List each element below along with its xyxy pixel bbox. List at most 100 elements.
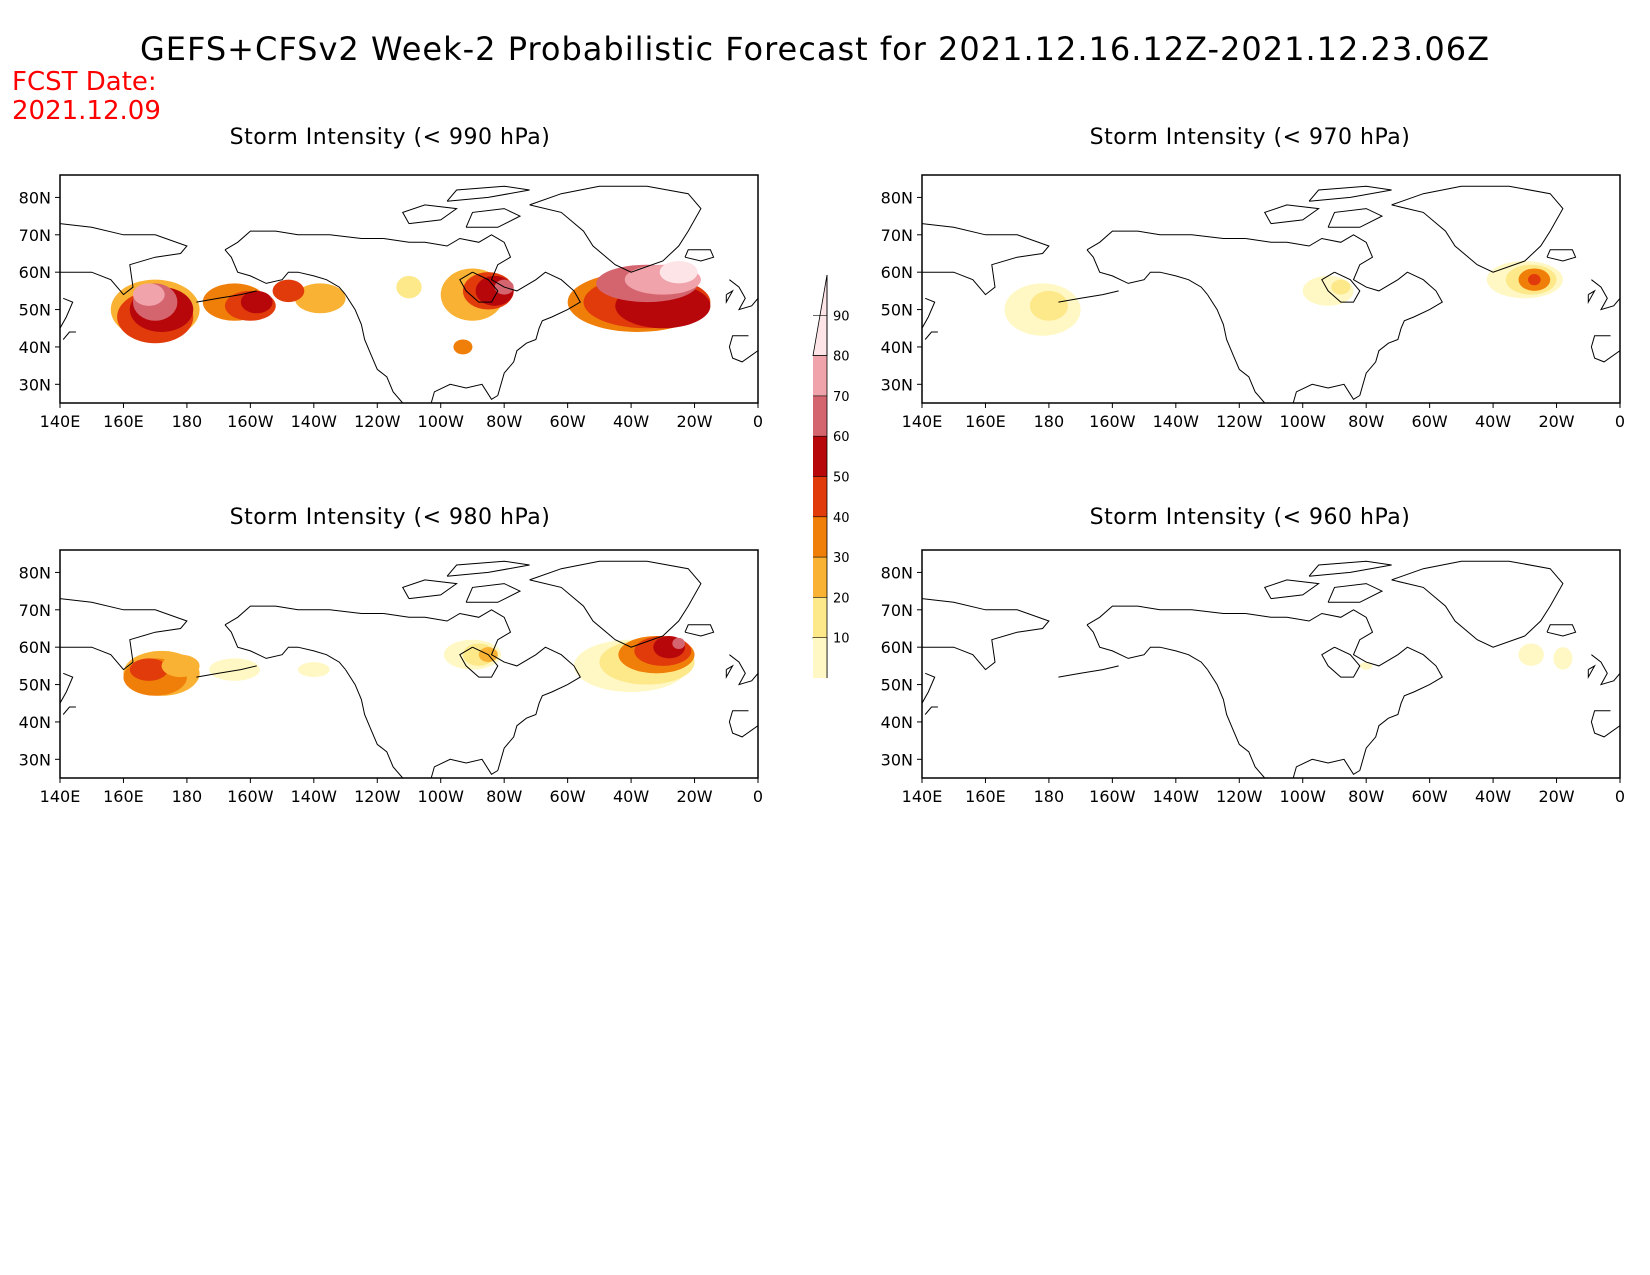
map-panel-960: 140E 160E 180 160W 140W 120W 100W 80W 60W 40W 20W 0… (881, 549, 1625, 806)
lon-tick-label: 60W (1412, 412, 1448, 431)
colorbar-segment (813, 395, 827, 437)
coastline (1391, 185, 1564, 273)
coastline (1321, 271, 1361, 303)
coastline (924, 331, 938, 340)
probability-area (1029, 290, 1068, 321)
lat-tick-label: 40N (19, 338, 51, 357)
coastline (60, 672, 74, 704)
coastline (1327, 208, 1384, 228)
lon-tick-label: 0 (753, 787, 763, 806)
probability-area (453, 339, 473, 355)
lon-tick-label: 80W (486, 412, 522, 431)
coastline (1245, 609, 1443, 771)
panel-title-960: Storm Intensity (< 960 hPa) (1089, 505, 1411, 530)
colorbar-label: 20 (833, 591, 850, 606)
coastline (446, 560, 530, 577)
map-panel-970: 140E 160E 180 160W 140W 120W 100W 80W 60W 40W 20W 0… (881, 174, 1625, 431)
lat-tick-label: 60N (19, 263, 51, 282)
panel-title-990: Storm Intensity (< 990 hPa) (229, 125, 551, 150)
coastline (401, 579, 458, 600)
coastline (60, 223, 188, 296)
lat-tick-label: 40N (881, 713, 913, 732)
lat-tick-label: 60N (19, 638, 51, 657)
coastline (1086, 230, 1246, 251)
lon-tick-label: 140W (291, 787, 338, 806)
coastline (1086, 249, 1208, 295)
lat-tick-label: 40N (19, 713, 51, 732)
lon-tick-label: 140E (40, 787, 81, 806)
lat-tick-label: 60N (881, 638, 913, 657)
coastline (1308, 185, 1392, 202)
coastline (224, 605, 384, 626)
coastline (1591, 654, 1620, 686)
lat-tick-label: 80N (881, 188, 913, 207)
forecast-date-label: FCST Date: (12, 67, 157, 97)
lat-tick-label: 80N (19, 188, 51, 207)
colorbar-label: 40 (833, 511, 850, 526)
probability-area (161, 654, 200, 678)
coastline (922, 598, 1050, 671)
coastline (1086, 605, 1246, 626)
lon-tick-label: 0 (753, 412, 763, 431)
coastline (684, 624, 715, 637)
lon-tick-label: 140W (1153, 412, 1200, 431)
lat-tick-label: 60N (881, 263, 913, 282)
lat-tick-label: 80N (19, 563, 51, 582)
coastline (1086, 624, 1208, 670)
lat-tick-label: 70N (881, 601, 913, 620)
coastline (196, 290, 257, 303)
coastlines (60, 185, 758, 403)
probability-area (294, 283, 346, 314)
colorbar-segment (813, 597, 827, 638)
lon-tick-label: 180 (1034, 787, 1065, 806)
coastline (1308, 560, 1392, 577)
lon-tick-label: 140E (902, 412, 943, 431)
lon-tick-label: 0 (1615, 412, 1625, 431)
probability-area (1518, 643, 1544, 666)
lon-tick-label: 40W (613, 787, 649, 806)
coastline (465, 583, 522, 603)
coastline (1058, 665, 1119, 678)
lat-tick-label: 40N (881, 338, 913, 357)
coastline (1058, 290, 1119, 303)
colorbar: 10 20 30 40 50 60 70 80 90 (812, 274, 850, 679)
coastline (345, 669, 404, 778)
lat-tick-label: 70N (19, 601, 51, 620)
colorbar-label: 80 (833, 350, 850, 365)
main-title: GEFS+CFSv2 Week-2 Probabilistic Forecast… (140, 30, 1491, 68)
coastline (922, 672, 936, 704)
lon-tick-label: 20W (1538, 412, 1574, 431)
map-panel-990: 140E 160E 180 160W 140W 120W 100W 80W 60W 40W 20W 0… (19, 174, 763, 431)
coastline (529, 560, 702, 648)
coastline (1292, 383, 1361, 403)
lon-tick-label: 100W (418, 412, 465, 431)
coastline (224, 230, 384, 251)
coastline (430, 758, 499, 778)
lon-tick-label: 120W (354, 412, 401, 431)
lon-tick-label: 160E (965, 412, 1006, 431)
coastline (1591, 279, 1620, 311)
coastline (1590, 710, 1620, 738)
coastline (1546, 249, 1577, 262)
lon-tick-label: 160E (103, 787, 144, 806)
colorbar-segment (813, 355, 827, 396)
lat-tick-label: 30N (19, 750, 51, 769)
coastline (1207, 669, 1266, 778)
probability-area (672, 637, 686, 650)
lat-tick-label: 50N (881, 676, 913, 695)
lon-tick-label: 160W (227, 787, 274, 806)
coastline (1391, 560, 1564, 648)
lon-tick-label: 160W (1089, 412, 1136, 431)
probability-area (396, 275, 422, 299)
lat-tick-label: 30N (881, 750, 913, 769)
probability-area (1527, 274, 1541, 286)
colorbar-segment (813, 637, 827, 678)
lon-tick-label: 100W (1280, 787, 1327, 806)
coastline (196, 665, 257, 678)
coastline (1263, 204, 1320, 225)
lon-tick-label: 60W (550, 412, 586, 431)
forecast-shading (1004, 260, 1563, 336)
colorbar-segment (813, 557, 827, 598)
panel-title-970: Storm Intensity (< 970 hPa) (1089, 125, 1411, 150)
coastline (446, 185, 530, 202)
